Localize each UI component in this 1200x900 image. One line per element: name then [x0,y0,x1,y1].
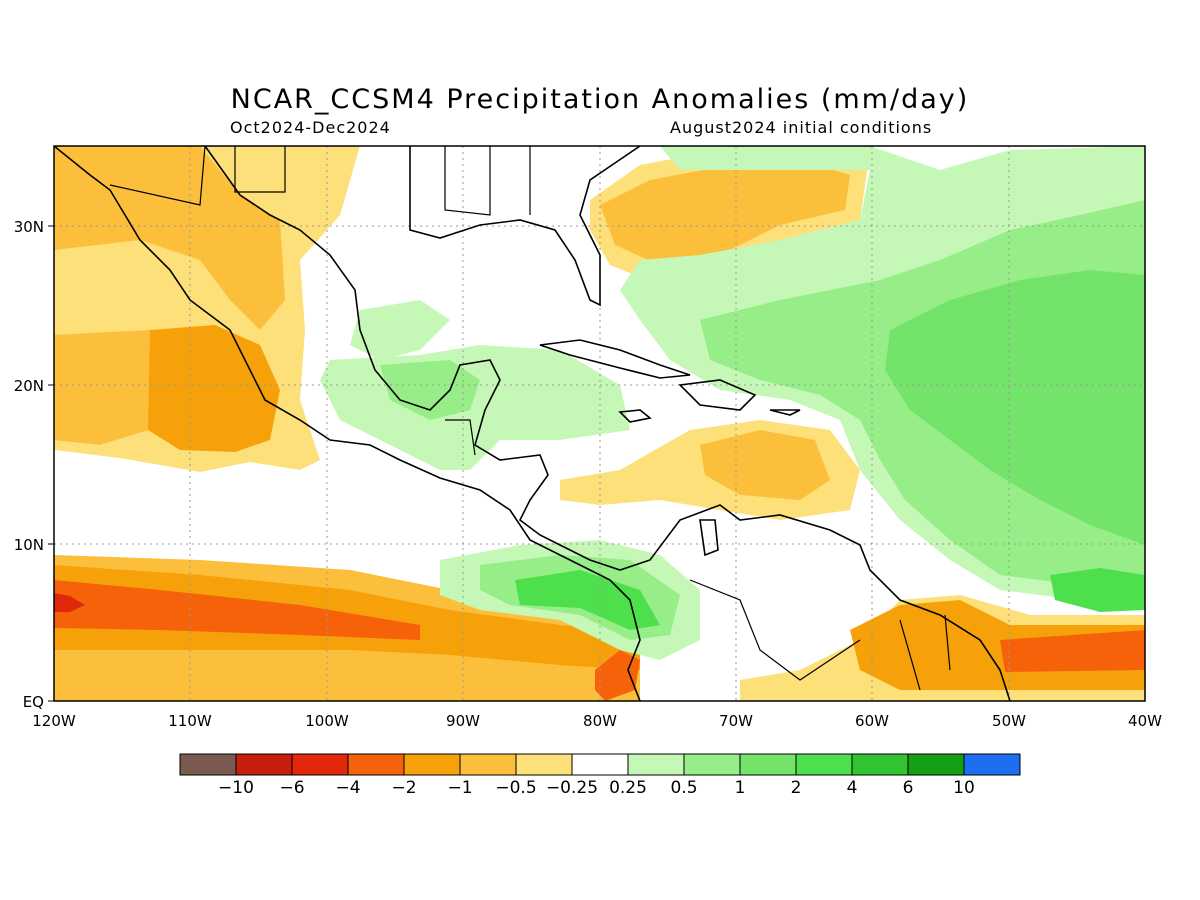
lat-label-eq: EQ [23,693,44,711]
lon-label-120w: 120W [32,712,76,730]
lon-label-50w: 50W [992,712,1026,730]
lat-label-10n: 10N [14,536,44,554]
lat-label-30n: 30N [14,218,44,236]
colorbar-label: 0.25 [609,778,647,798]
lon-label-40w: 40W [1128,712,1162,730]
map-frame [53,145,1146,702]
colorbar-swatch [851,753,909,776]
borders [109,146,951,691]
colorbar-swatch [627,753,685,776]
colorbar-label: −1 [447,778,472,798]
colorbar-swatch [179,753,237,776]
colorbar-label: −10 [218,778,254,798]
dry-band-equatorial-strong [54,580,420,640]
coastlines [54,146,1011,701]
dry-region-pacific-core [140,325,280,452]
colorbar-swatch [235,753,293,776]
lon-label-90w: 90W [446,712,480,730]
lon-label-80w: 80W [583,712,617,730]
colorbar-swatch [795,753,853,776]
dry-region-pacific-mid [54,330,150,445]
dry-patch-colombia-coast [595,650,640,701]
colorbar-swatch [459,753,517,776]
colorbar-swatch [907,753,965,776]
colorbar-label: −0.25 [546,778,598,798]
colorbar-swatch [739,753,797,776]
colorbar-label: 2 [791,778,802,798]
gridlines [54,146,1145,701]
colorbar-label: −2 [391,778,416,798]
colorbar: −10 −6 −4 −2 −1 −0.5 −0.25 0.25 0.5 1 2 4 6 10 [179,753,1021,798]
colorbar-label: 1 [735,778,746,798]
colorbar-swatch [347,753,405,776]
wet-region-gulf [350,300,450,360]
dry-region-atlantic-north-core [600,160,850,265]
lon-label-110w: 110W [168,712,212,730]
lat-axis: 30N 20N 10N EQ [14,218,54,711]
colorbar-swatch [963,753,1021,776]
colorbar-label: −4 [335,778,360,798]
dry-region-guianas-strong [1000,630,1145,672]
initial-conditions: August2024 initial conditions [670,118,933,137]
wet-region-panama-core [515,570,660,630]
colorbar-swatch [683,753,741,776]
lon-axis: 120W 110W 100W 90W 80W 70W 60W 50W 40W [32,712,1162,730]
colorbar-label: −6 [279,778,304,798]
lat-label-20n: 20N [14,377,44,395]
colorbar-swatch [403,753,461,776]
lon-label-70w: 70W [719,712,753,730]
wet-patch-atlantic-east [1050,568,1145,612]
colorbar-label: −0.5 [495,778,536,798]
lon-label-60w: 60W [855,712,889,730]
forecast-period: Oct2024-Dec2024 [230,118,391,137]
colorbar-swatch [291,753,349,776]
wet-region-yucatan [380,360,480,420]
colorbar-swatch [515,753,573,776]
map-title: NCAR_CCSM4 Precipitation Anomalies (mm/d… [230,84,970,115]
map-area [54,146,1145,701]
lon-label-100w: 100W [305,712,349,730]
colorbar-label: 0.5 [670,778,697,798]
colorbar-label: 4 [847,778,858,798]
dry-region-caribbean-core [700,430,830,500]
colorbar-swatch [571,753,629,776]
dry-band-equatorial-extreme [54,593,85,612]
colorbar-label: 10 [953,778,975,798]
colorbar-label: 6 [903,778,914,798]
wet-region-atlantic-core [885,270,1145,545]
